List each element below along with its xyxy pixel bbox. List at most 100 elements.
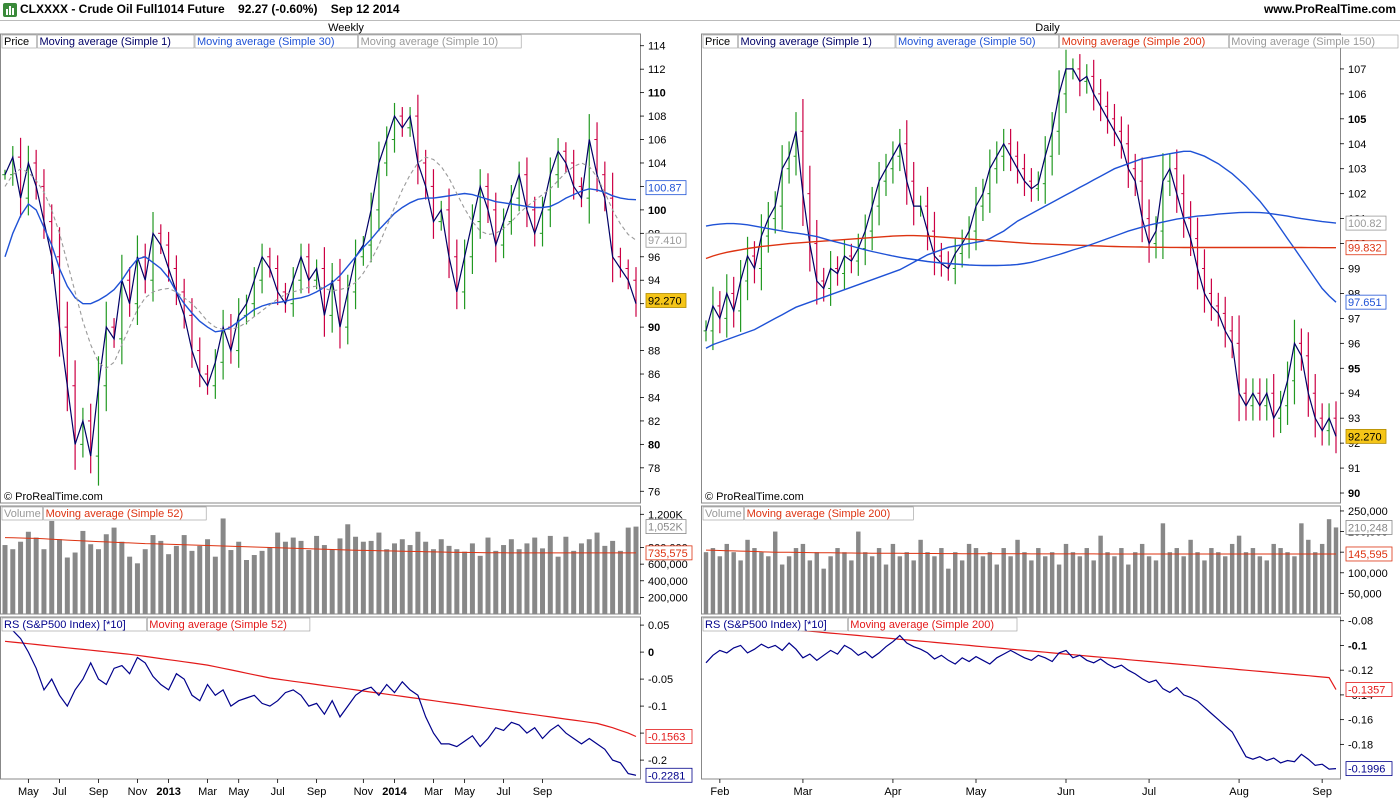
daily-volume-bar <box>1202 560 1207 614</box>
weekly-x-tick-label: Jul <box>271 786 285 798</box>
weekly-rs-ma-line <box>4 640 637 738</box>
daily-rs-ma-value: -0.1357 <box>1348 685 1385 697</box>
weekly-volume-bar <box>477 555 483 614</box>
daily-ma150-value-box <box>1345 215 1387 231</box>
daily-volume-bar <box>1036 548 1041 614</box>
daily-volume-bar <box>1326 519 1332 614</box>
weekly-price-tick-label: 112 <box>648 64 666 76</box>
weekly-volume-bar <box>516 549 522 614</box>
weekly-volume-bar <box>49 520 55 614</box>
weekly-volume-bar <box>321 545 327 614</box>
weekly-volume-bar <box>555 556 561 614</box>
weekly-volume-bar <box>236 541 242 614</box>
daily-volume-bar <box>1070 552 1076 614</box>
weekly-volume-bar <box>415 531 421 614</box>
weekly-volume-bar <box>547 535 553 614</box>
daily-rs-ma-value-box <box>1345 682 1393 697</box>
daily-volume-bar <box>1188 539 1193 614</box>
weekly-volume-bar <box>376 532 382 614</box>
weekly-volume-bar <box>197 545 203 614</box>
weekly-rs-tick-label: -0.2 <box>648 755 667 767</box>
site-link[interactable]: www.ProRealTime.com <box>1263 2 1396 16</box>
daily-volume-bar <box>779 564 785 614</box>
daily-x-tick-label: Jul <box>1142 786 1156 798</box>
weekly-volume-bar <box>329 549 335 614</box>
weekly-volume-bar <box>633 526 639 614</box>
daily-volume-bar <box>863 552 868 614</box>
daily-price-legend-box-1 <box>738 34 896 49</box>
weekly-volume-bar <box>275 532 281 614</box>
weekly-volume-bar <box>501 545 507 614</box>
daily-volume-legend-box-0 <box>702 506 744 521</box>
weekly-price-tick-label: 86 <box>648 369 660 381</box>
daily-volume-bar <box>1022 552 1027 614</box>
daily-price-legend-1: Moving average (Simple 1) <box>741 36 872 48</box>
weekly-x-tick-label: Sep <box>89 786 109 798</box>
weekly-volume-tick-label: 600,000 <box>648 559 688 571</box>
daily-x-tick-label: Mar <box>793 786 812 798</box>
daily-volume-bar <box>1333 527 1339 614</box>
daily-volume-bar <box>1167 552 1173 614</box>
weekly-price-tick-label: 76 <box>648 486 660 498</box>
weekly-price-tick-label: 96 <box>648 252 660 264</box>
weekly-volume-bar <box>586 539 592 614</box>
daily-ma150-value: 100.82 <box>1348 218 1382 230</box>
weekly-rs-legend-box-0 <box>1 617 147 632</box>
daily-volume-bar <box>994 564 999 614</box>
daily-rs-value-box <box>1345 761 1393 777</box>
daily-volume-bar <box>800 543 806 614</box>
daily-volume-bar <box>946 568 951 614</box>
weekly-price-legend-box-1 <box>37 34 195 49</box>
daily-volume-bar <box>766 556 771 614</box>
daily-rs-tick-label: -0.08 <box>1348 616 1373 628</box>
weekly-volume-ma <box>4 537 636 554</box>
daily-price-value: 92.270 <box>1348 431 1382 443</box>
weekly-volume-value: 1,052K <box>648 522 684 534</box>
weekly-x-tick-label: Mar <box>198 786 217 798</box>
daily-ma50-value: 97.651 <box>1348 297 1382 309</box>
daily-volume-bar <box>1098 535 1103 614</box>
daily-volume-bar <box>828 556 833 614</box>
daily-series-moving-average-simple-50- <box>705 150 1337 349</box>
weekly-series-moving-average-simple-10- <box>4 156 637 369</box>
weekly-x-tick-label: Mar <box>424 786 443 798</box>
weekly-price-tick-label: 84 <box>648 392 660 404</box>
weekly-rs-line <box>4 627 637 776</box>
weekly-rs-ma-value-box <box>645 729 693 744</box>
daily-rs-value: -0.1996 <box>1348 764 1385 776</box>
daily-volume-bar <box>1119 548 1124 614</box>
weekly-rs-legend-box-1 <box>147 617 311 632</box>
weekly-volume-bar <box>298 540 304 614</box>
weekly-volume-bar <box>610 540 616 614</box>
weekly-copyright: © ProRealTime.com <box>4 491 103 503</box>
daily-price-tick-label: 99 <box>1348 264 1360 276</box>
daily-volume-bar <box>1229 543 1235 614</box>
weekly-period-title: Weekly <box>328 22 364 34</box>
weekly-volume-bar <box>392 543 397 614</box>
daily-series-moving-average-simple-1- <box>705 68 1337 437</box>
daily-price-tick-label: 95 <box>1348 363 1360 375</box>
weekly-volume-bar <box>166 554 172 614</box>
weekly-price-value-box <box>645 293 687 308</box>
daily-ma200-value-box <box>1345 240 1387 256</box>
weekly-rs-value: -0.2281 <box>648 770 685 782</box>
daily-volume-tick-label: 50,000 <box>1348 588 1382 600</box>
weekly-volume-bar <box>205 539 211 614</box>
weekly-x-tick-label: May <box>18 786 39 798</box>
daily-x-tick-label: Apr <box>884 786 901 798</box>
weekly-price-legend-box-3 <box>358 34 522 49</box>
weekly-x-tick-label: May <box>454 786 475 798</box>
weekly-volume-bar <box>64 557 70 614</box>
daily-volume-bar <box>883 564 889 614</box>
daily-volume-bar <box>1084 548 1089 614</box>
weekly-series-moving-average-simple-1- <box>4 114 637 457</box>
daily-volume-bar <box>773 531 778 614</box>
weekly-ma30-value-box <box>645 180 687 196</box>
daily-price-tick-label: 97 <box>1348 313 1360 325</box>
weekly-volume-bar <box>150 535 156 614</box>
daily-volume-bar <box>1146 556 1152 614</box>
weekly-volume-bar <box>173 545 179 614</box>
daily-volume-ma-value-box <box>1345 546 1393 562</box>
daily-volume-value-box <box>1345 520 1393 535</box>
weekly-ma30-value: 100.87 <box>648 183 682 195</box>
